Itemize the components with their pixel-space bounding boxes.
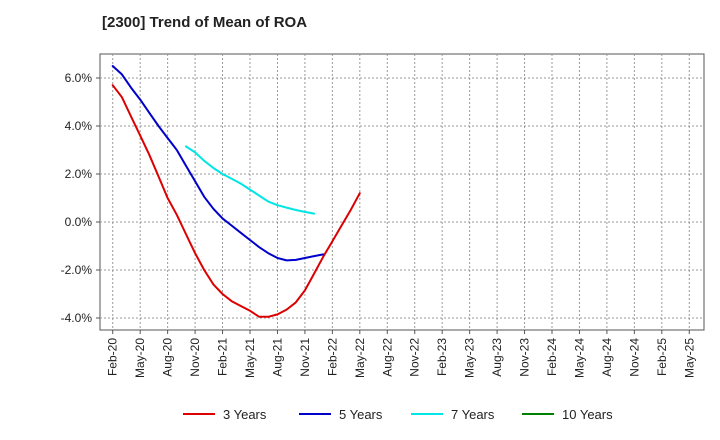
x-tick-label: May-20: [133, 338, 147, 378]
x-tick-label: Nov-21: [298, 338, 312, 377]
y-tick-label: 2.0%: [65, 167, 93, 181]
legend-label: 5 Years: [339, 407, 383, 422]
series-line: [111, 65, 325, 262]
x-tick-label: Nov-20: [188, 338, 202, 377]
y-tick-label: -4.0%: [61, 311, 93, 325]
legend-label: 3 Years: [223, 407, 267, 422]
x-tick-label: Feb-21: [216, 338, 230, 376]
x-tick-label: Feb-25: [655, 338, 669, 376]
x-tick-label: Aug-21: [270, 338, 284, 377]
series-line: [111, 84, 361, 318]
x-tick-label: Aug-23: [490, 338, 504, 377]
y-tick-label: -2.0%: [61, 263, 93, 277]
plot-background: [99, 53, 705, 331]
x-tick-label: Nov-22: [408, 338, 422, 377]
y-tick-label: 4.0%: [65, 119, 93, 133]
x-tick-label: Feb-23: [435, 338, 449, 376]
chart-title: [2300] Trend of Mean of ROA: [102, 14, 308, 31]
x-axis-ticks: Feb-20 May-20 Aug-20 Nov-20 Feb-21 May-21 Aug-…: [106, 330, 696, 378]
legend-label: 7 Years: [451, 407, 495, 422]
y-axis-ticks: 6.0% 4.0% 2.0% 0.0% -2.0% -4.0%: [61, 71, 100, 325]
series-layer: [111, 65, 361, 318]
x-tick-label: Nov-23: [518, 338, 532, 377]
x-tick-label: Feb-22: [325, 338, 339, 376]
x-tick-label: Feb-20: [106, 338, 120, 376]
x-tick-label: Aug-20: [161, 338, 175, 377]
legend: 3 Years 5 Years 7 Years 10 Years: [183, 407, 613, 422]
x-tick-label: May-23: [463, 338, 477, 378]
x-tick-label: May-25: [682, 338, 696, 378]
y-tick-label: 0.0%: [65, 215, 93, 229]
x-tick-label: May-21: [243, 338, 257, 378]
x-tick-label: Feb-24: [545, 338, 559, 376]
legend-label: 10 Years: [562, 407, 613, 422]
x-tick-label: May-24: [572, 338, 586, 378]
x-tick-label: May-22: [353, 338, 367, 378]
x-tick-label: Aug-24: [600, 338, 614, 377]
series-line: [184, 145, 316, 215]
grid-layer: [100, 54, 704, 330]
x-tick-label: Nov-24: [627, 338, 641, 377]
y-tick-label: 6.0%: [65, 71, 93, 85]
x-tick-label: Aug-22: [380, 338, 394, 377]
